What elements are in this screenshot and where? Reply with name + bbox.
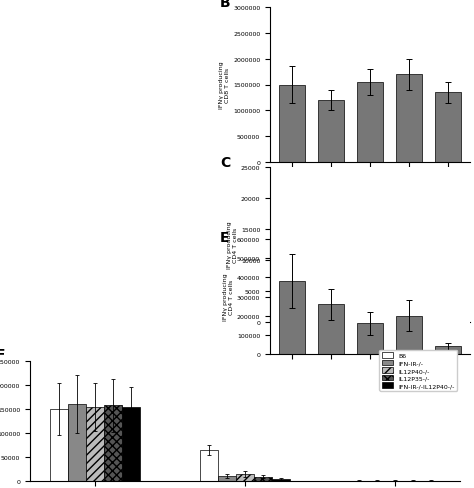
Y-axis label: IFNγ producing
CD4 T cells: IFNγ producing CD4 T cells [227, 221, 238, 269]
Y-axis label: IFNγ producing
CD4 T cells: IFNγ producing CD4 T cells [223, 273, 234, 321]
Bar [396, 75, 422, 163]
Bar [318, 101, 344, 163]
Bar [86, 407, 104, 481]
Legend: B6, IFN-IR-/-, IL12P40-/-, IL12P35-/-, IFN-IR-/-IL12P40-/-: B6, IFN-IR-/-, IL12P40-/-, IL12P35-/-, I… [379, 350, 457, 391]
Bar [357, 324, 383, 354]
Bar [396, 288, 422, 323]
Text: B: B [220, 0, 231, 10]
Bar [436, 346, 461, 354]
Bar [50, 409, 68, 481]
Bar [357, 282, 383, 323]
Bar [279, 298, 304, 323]
Bar [436, 93, 461, 163]
Bar [357, 83, 383, 163]
Bar [200, 450, 218, 481]
Bar [218, 476, 236, 481]
Bar [236, 474, 254, 481]
Text: E: E [220, 230, 229, 244]
Bar [254, 477, 272, 481]
Text: C: C [220, 155, 230, 169]
Y-axis label: IFNγ producing
CD8 T cells: IFNγ producing CD8 T cells [219, 61, 230, 109]
Bar [318, 305, 344, 354]
Bar [279, 85, 304, 163]
Bar [272, 479, 290, 481]
Bar [122, 407, 140, 481]
Text: F: F [0, 347, 5, 361]
Bar [104, 406, 122, 481]
Bar [436, 279, 461, 323]
Bar [68, 405, 86, 481]
Bar [396, 316, 422, 354]
Bar [279, 282, 304, 354]
Bar [318, 285, 344, 323]
